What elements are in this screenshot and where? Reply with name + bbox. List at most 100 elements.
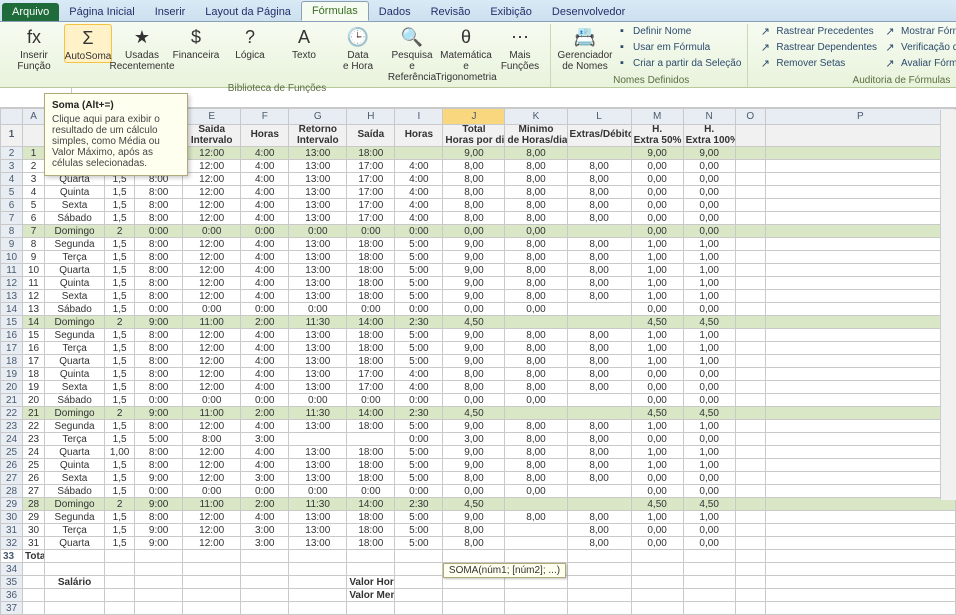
cell[interactable]: 0,00 <box>631 368 683 381</box>
cell[interactable]: 9,00 <box>443 459 505 472</box>
cell[interactable]: 0,00 <box>505 303 567 316</box>
cell[interactable]: 5:00 <box>395 251 443 264</box>
cell[interactable]: 1,00 <box>683 264 735 277</box>
cell[interactable]: 13:00 <box>289 160 347 173</box>
label-valor-mensal[interactable]: Valor Mensal <box>347 589 395 602</box>
cell[interactable]: 0,00 <box>443 225 505 238</box>
cell[interactable] <box>735 225 765 238</box>
cell[interactable]: 9:00 <box>135 407 183 420</box>
cell[interactable]: 10 <box>23 264 45 277</box>
cell[interactable] <box>765 563 955 576</box>
cell[interactable]: 5:00 <box>395 355 443 368</box>
cell[interactable] <box>567 407 631 420</box>
cell[interactable]: Segunda <box>45 238 105 251</box>
cell[interactable]: 12:00 <box>183 212 241 225</box>
cell[interactable]: 8,00 <box>505 238 567 251</box>
cell[interactable]: 8:00 <box>135 251 183 264</box>
cell[interactable]: 13:00 <box>289 199 347 212</box>
cell[interactable]: 4,50 <box>683 407 735 420</box>
cell[interactable]: 4,50 <box>631 498 683 511</box>
cell[interactable] <box>765 602 955 615</box>
cell[interactable]: 12:00 <box>183 290 241 303</box>
cell[interactable] <box>765 420 955 433</box>
cell[interactable]: 0:00 <box>289 225 347 238</box>
cell[interactable] <box>183 589 241 602</box>
cell[interactable]: 17:00 <box>347 186 395 199</box>
cell[interactable]: 0,00 <box>631 394 683 407</box>
cell[interactable] <box>735 420 765 433</box>
cell[interactable] <box>631 602 683 615</box>
cell[interactable]: 8:00 <box>135 446 183 459</box>
cell[interactable]: 0:00 <box>347 303 395 316</box>
cell[interactable]: 8:00 <box>135 290 183 303</box>
cell[interactable]: Segunda <box>45 511 105 524</box>
cell[interactable] <box>765 485 955 498</box>
header-cell[interactable]: Horas <box>395 125 443 147</box>
cell[interactable] <box>735 498 765 511</box>
cell[interactable] <box>735 251 765 264</box>
audit-item[interactable]: ↗Mostrar Fórmulas <box>883 24 956 38</box>
cell[interactable]: 29 <box>23 511 45 524</box>
cell[interactable]: 8,00 <box>567 212 631 225</box>
cell[interactable]: 1,5 <box>105 511 135 524</box>
cell[interactable]: 18:00 <box>347 238 395 251</box>
cell[interactable]: 8,00 <box>567 264 631 277</box>
row-header[interactable]: 13 <box>1 290 23 303</box>
cell[interactable]: 11:30 <box>289 498 347 511</box>
cell[interactable]: 8,00 <box>505 420 567 433</box>
cell[interactable] <box>765 199 955 212</box>
cell[interactable]: 2:00 <box>241 498 289 511</box>
cell[interactable] <box>505 602 567 615</box>
cell[interactable]: 1,5 <box>105 485 135 498</box>
cell[interactable]: 13:00 <box>289 472 347 485</box>
cell[interactable]: 5:00 <box>135 433 183 446</box>
cell[interactable]: 1,00 <box>631 290 683 303</box>
cell[interactable]: 8:00 <box>135 381 183 394</box>
cell[interactable]: Quarta <box>45 446 105 459</box>
tab-revis-o[interactable]: Revisão <box>421 3 481 21</box>
cell[interactable] <box>289 589 347 602</box>
cell[interactable]: Domingo <box>45 407 105 420</box>
cell[interactable]: 0:00 <box>241 394 289 407</box>
cell[interactable]: 5:00 <box>395 277 443 290</box>
cell[interactable] <box>735 316 765 329</box>
audit-item[interactable]: ↗Verificação de Erros <box>883 40 956 54</box>
cell[interactable]: 8 <box>23 238 45 251</box>
cell[interactable] <box>23 589 45 602</box>
cell[interactable]: 4:00 <box>241 147 289 160</box>
row-header[interactable]: 25 <box>1 446 23 459</box>
cell[interactable] <box>505 589 567 602</box>
cell[interactable] <box>505 316 567 329</box>
ribbon-btn-l-gica[interactable]: ?Lógica <box>226 24 274 61</box>
cell[interactable] <box>735 238 765 251</box>
cell[interactable] <box>765 147 955 160</box>
header-cell[interactable] <box>765 125 955 147</box>
cell[interactable]: 2 <box>23 160 45 173</box>
cell[interactable]: 1,5 <box>105 290 135 303</box>
cell[interactable]: 0,00 <box>505 225 567 238</box>
cell[interactable]: Terça <box>45 251 105 264</box>
cell[interactable]: 2 <box>105 316 135 329</box>
cell[interactable]: 9,00 <box>443 238 505 251</box>
cell[interactable]: 21 <box>23 407 45 420</box>
ribbon-btn-financeira[interactable]: $Financeira <box>172 24 220 61</box>
cell[interactable]: 1,00 <box>683 342 735 355</box>
cell[interactable]: 0,00 <box>631 160 683 173</box>
cell[interactable]: 1,5 <box>105 459 135 472</box>
row-header[interactable]: 2 <box>1 147 23 160</box>
cell[interactable] <box>183 550 241 563</box>
cell[interactable]: 8,00 <box>567 381 631 394</box>
cell[interactable] <box>683 589 735 602</box>
row-header[interactable]: 16 <box>1 329 23 342</box>
cell[interactable]: 2 <box>105 498 135 511</box>
cell[interactable] <box>289 433 347 446</box>
cell[interactable]: 8:00 <box>135 264 183 277</box>
cell[interactable] <box>765 225 955 238</box>
col-header[interactable]: K <box>505 109 567 125</box>
cell[interactable]: 8,00 <box>567 511 631 524</box>
tab-dados[interactable]: Dados <box>369 3 421 21</box>
cell[interactable]: 0:00 <box>395 433 443 446</box>
cell[interactable] <box>567 225 631 238</box>
cell[interactable]: 0,00 <box>683 472 735 485</box>
cell[interactable]: 1,5 <box>105 368 135 381</box>
